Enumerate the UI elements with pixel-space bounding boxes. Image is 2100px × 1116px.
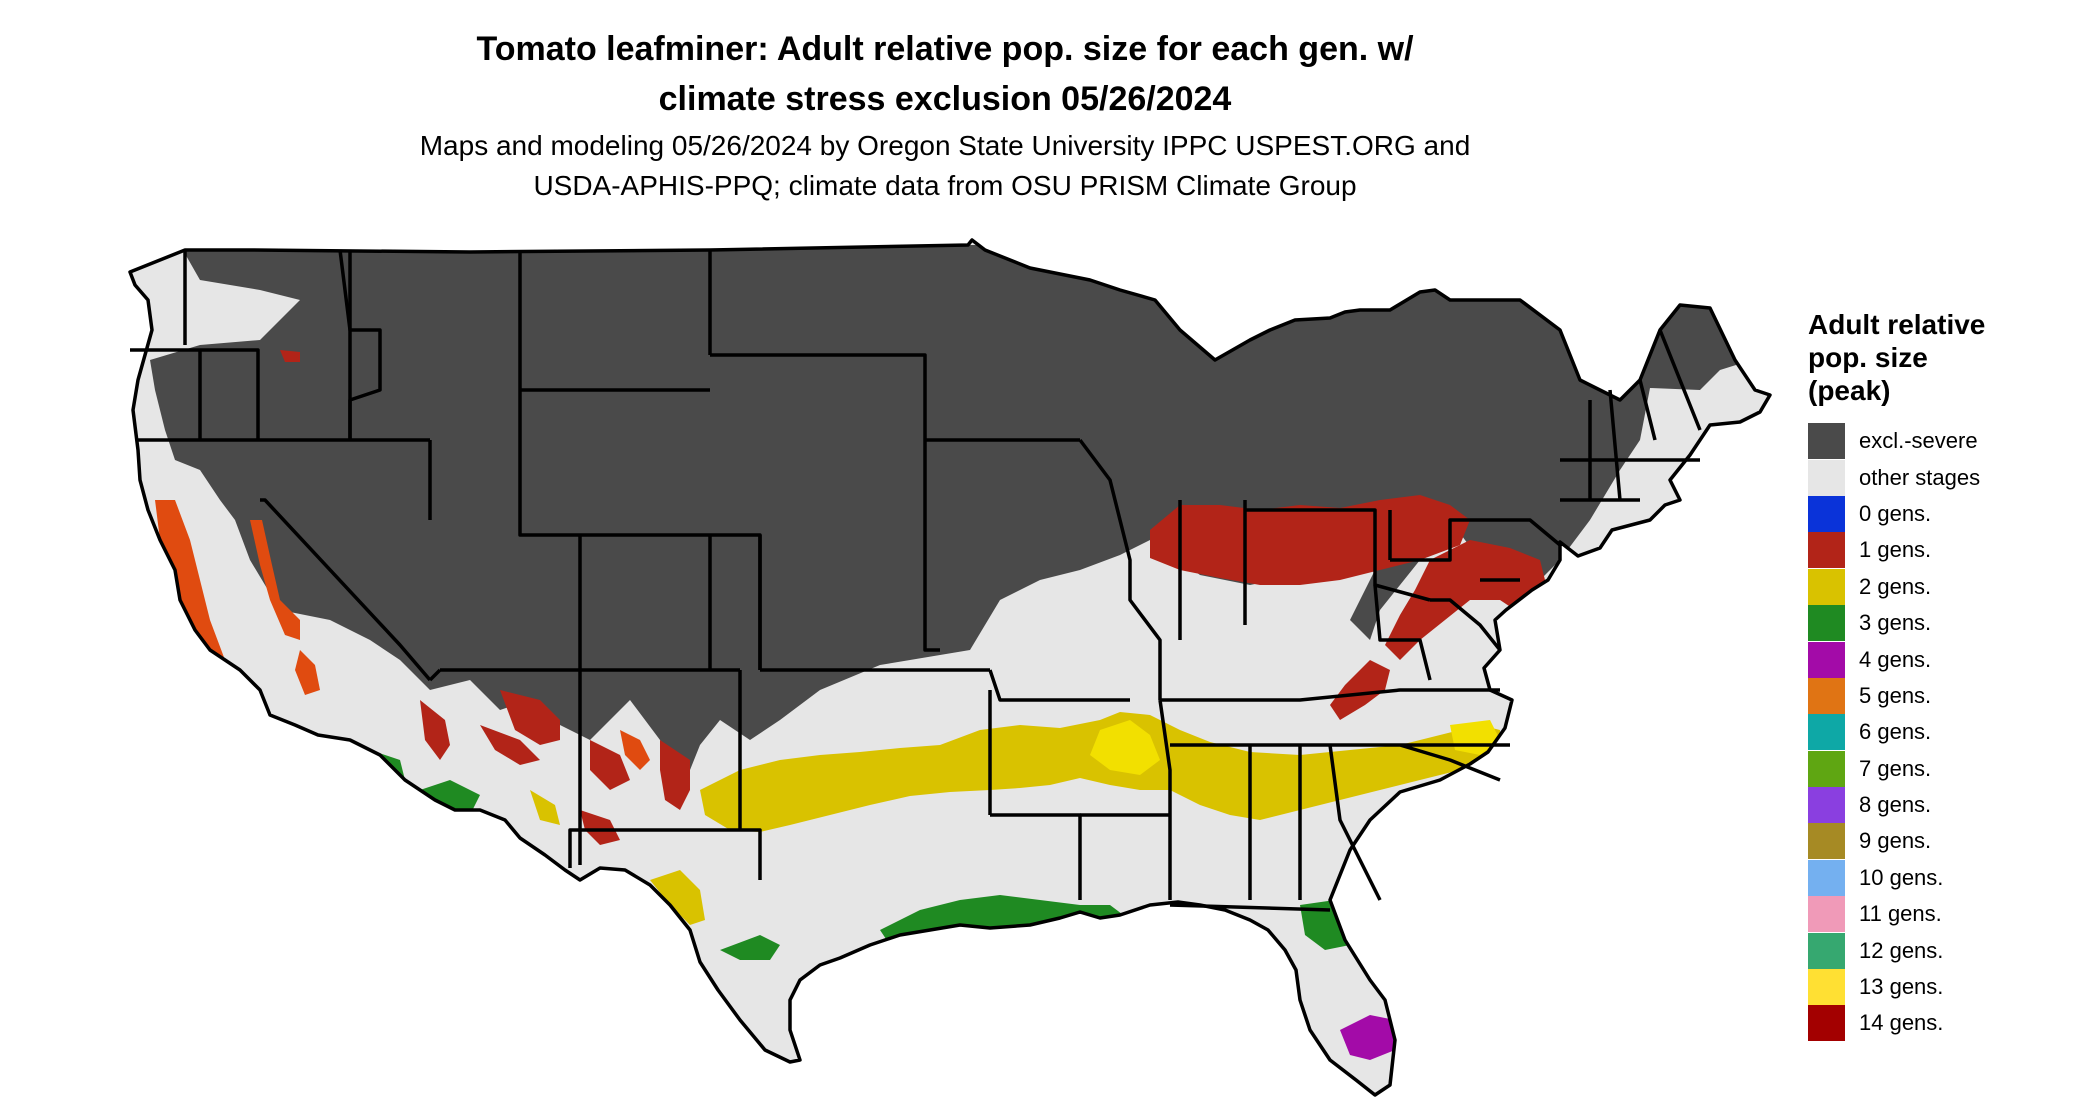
legend-item: 7 gens. [1808,750,2068,787]
legend-label: 3 gens. [1859,610,1932,636]
subtitle-line-2: USDA-APHIS-PPQ; climate data from OSU PR… [533,170,1357,201]
legend-swatch [1808,787,1845,824]
legend-label: 7 gens. [1859,755,1932,781]
legend-title-line-1: Adult relative [1808,309,1986,340]
legend-title-line-3: (peak) [1808,375,1891,406]
legend-item: 14 gens. [1808,1005,2068,1042]
legend-swatch [1808,677,1845,714]
legend-label: 2 gens. [1859,573,1932,599]
legend-label: 11 gens. [1859,901,1942,927]
legend-swatch [1808,714,1845,751]
legend-item: 13 gens. [1808,969,2068,1006]
legend-item: other stages [1808,459,2068,496]
legend-title-line-2: pop. size [1808,342,1928,373]
legend-item: 12 gens. [1808,932,2068,969]
legend-swatch [1808,641,1845,678]
chart-subtitle: Maps and modeling 05/26/2024 by Oregon S… [250,126,1640,206]
legend-item: 8 gens. [1808,787,2068,824]
legend-item: 0 gens. [1808,495,2068,532]
legend-item: 9 gens. [1808,823,2068,860]
legend-item: 10 gens. [1808,859,2068,896]
legend-label: 12 gens. [1859,937,1944,963]
legend-swatch [1808,459,1845,496]
legend-swatch [1808,932,1845,969]
excluded-severe-areas [150,245,1770,770]
legend-swatch [1808,423,1845,460]
legend-item: excl.-severe [1808,423,2068,460]
title-line-1: Tomato leafminer: Adult relative pop. si… [476,30,1414,68]
state-borders [128,238,1772,1097]
chart-title: Tomato leafminer: Adult relative pop. si… [250,24,1640,124]
legend-swatch [1808,859,1845,896]
legend-swatch [1808,495,1845,532]
legend-item: 11 gens. [1808,896,2068,933]
legend-label: 10 gens. [1859,864,1944,890]
legend-swatch [1808,568,1845,605]
legend-label: 6 gens. [1859,719,1932,745]
legend-label: 14 gens. [1859,1010,1944,1036]
legend-swatch [1808,605,1845,642]
legend-item: 6 gens. [1808,714,2068,751]
legend-swatch [1808,969,1845,1006]
legend-label: 13 gens. [1859,974,1944,1000]
legend-items: excl.-severe other stages 0 gens. 1 gens. 2 … [1808,423,2068,1042]
legend-item: 3 gens. [1808,605,2068,642]
legend-swatch [1808,750,1845,787]
legend-item: 1 gens. [1808,532,2068,569]
legend-item: 4 gens. [1808,641,2068,678]
legend-label: 9 gens. [1859,828,1932,854]
legend-label: other stages [1859,464,1981,490]
subtitle-line-1: Maps and modeling 05/26/2024 by Oregon S… [419,130,1471,161]
legend-swatch [1808,532,1845,569]
legend-item: 2 gens. [1808,568,2068,605]
legend-label: 4 gens. [1859,646,1932,672]
legend: Adult relative pop. size (peak) excl.-se… [1808,308,2068,1042]
legend-label: 0 gens. [1859,500,1932,526]
legend-label: 8 gens. [1859,792,1932,818]
legend-label: 1 gens. [1859,537,1932,563]
legend-swatch [1808,1005,1845,1042]
legend-label: 5 gens. [1859,682,1932,708]
legend-label: excl.-severe [1859,428,1978,454]
legend-swatch [1808,896,1845,933]
legend-item: 5 gens. [1808,677,2068,714]
legend-swatch [1808,823,1845,860]
title-line-2: climate stress exclusion 05/26/2024 [658,80,1232,118]
legend-title: Adult relative pop. size (peak) [1808,308,2068,407]
